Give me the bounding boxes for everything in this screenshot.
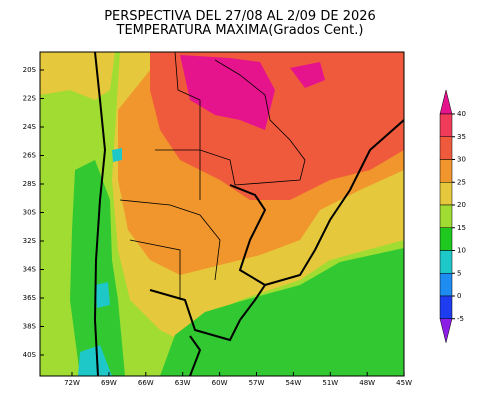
colorbar-label: 0 — [457, 292, 461, 300]
colorbar-label: 30 — [457, 156, 466, 164]
colorbar-label: 20 — [457, 201, 466, 209]
colorbar-segment — [439, 273, 453, 297]
colorbar-label: 35 — [457, 133, 466, 141]
colorbar-segment — [439, 182, 453, 206]
lon-label: 54W — [285, 379, 301, 387]
colorbar-segment — [439, 113, 453, 137]
colorbar-arrow-bottom — [439, 318, 453, 343]
colorbar-arrow-top — [439, 89, 453, 115]
colorbar-segment — [439, 295, 453, 319]
lat-label: 22S — [23, 95, 37, 103]
colorbar-segment — [439, 227, 453, 251]
lat-label: 32S — [23, 237, 37, 245]
lon-label: 60W — [212, 379, 228, 387]
lat-label: 30S — [23, 209, 37, 217]
colorbar-segment — [439, 159, 453, 183]
colorbar-segment — [439, 250, 453, 274]
colorbar-segment — [439, 136, 453, 160]
colorbar-label: 15 — [457, 224, 466, 232]
lat-label: 38S — [23, 323, 37, 331]
map-frame — [39, 51, 405, 377]
colorbar-label: 10 — [457, 247, 466, 255]
colorbar-segment — [439, 204, 453, 228]
lat-label: 24S — [23, 123, 37, 131]
colorbar-label: 5 — [457, 269, 461, 277]
colorbar-label: 40 — [457, 110, 466, 118]
temperature-field — [40, 52, 404, 376]
lon-label: 72W — [64, 379, 80, 387]
subtitle: TEMPERATURA MAXIMA(Grados Cent.) — [116, 23, 364, 38]
colorbar-label: 25 — [457, 178, 466, 186]
lat-label: 36S — [23, 294, 37, 302]
lat-label: 26S — [23, 152, 37, 160]
lon-label: 69W — [101, 379, 117, 387]
lat-label: 20S — [23, 66, 37, 74]
title: PERSPECTIVA DEL 27/08 AL 2/09 DE 2026 — [104, 9, 376, 24]
lat-label: 34S — [23, 266, 37, 274]
lat-label: 40S — [23, 351, 37, 359]
lon-label: 51W — [322, 379, 338, 387]
lon-label: 63W — [175, 379, 191, 387]
lon-label: 48W — [359, 379, 375, 387]
lon-label: 45W — [396, 379, 412, 387]
lon-label: 66W — [138, 379, 154, 387]
lon-label: 57W — [249, 379, 265, 387]
colorbar-label: -5 — [457, 315, 464, 323]
lat-label: 28S — [23, 180, 37, 188]
